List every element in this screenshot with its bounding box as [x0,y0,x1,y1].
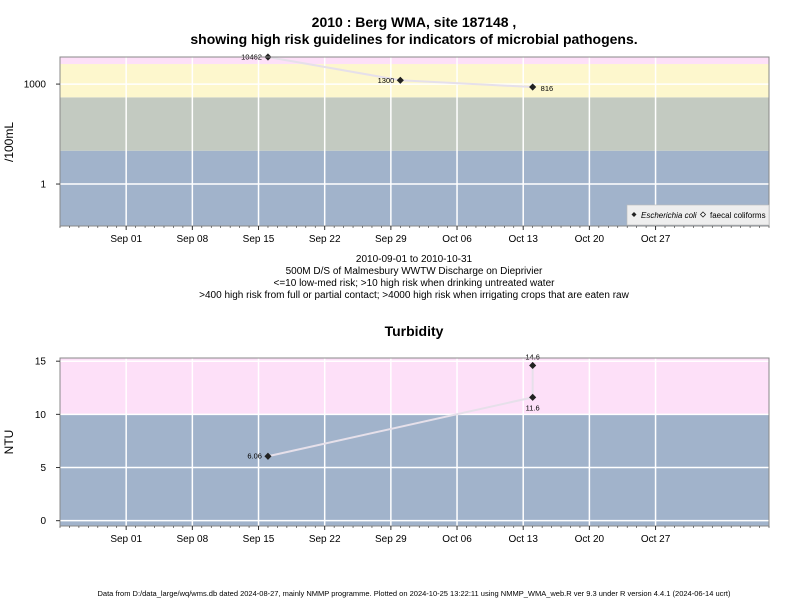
x-tick-label: Sep 15 [243,534,275,545]
data-point [529,361,537,370]
chart2-grid [60,358,769,526]
x-tick-label: Sep 08 [176,234,208,245]
x-tick-label: Sep 08 [176,534,208,545]
x-tick-label: Sep 15 [243,234,275,245]
caption-date-range: 2010-09-01 to 2010-10-31 [356,254,473,265]
caption-drinking-guideline: <=10 low-med risk; >10 high risk when dr… [274,278,556,289]
chart2-y-axis-title: NTU [2,430,16,455]
chart1-legend: Escherichia coli faecal coliforms [626,204,770,226]
x-tick-label: Oct 20 [575,234,605,245]
y-tick-label: 0 [40,516,46,527]
chart2-title: Turbidity [385,323,444,339]
footer-note: Data from D:/data_large/wq/wms.db dated … [98,589,731,598]
chart2-plot-frame [59,357,770,527]
x-tick-label: Oct 13 [508,234,538,245]
data-label: 816 [541,84,554,93]
x-tick-label: Oct 06 [442,234,472,245]
legend-box [626,204,770,226]
x-tick-label: Sep 01 [110,534,142,545]
chart1-y-axis-title: /100mL [2,122,16,162]
x-tick-label: Oct 27 [641,534,671,545]
series-line [267,396,533,458]
risk-band [60,97,769,151]
x-tick-label: Sep 29 [375,534,407,545]
chart1-axes: Sep 01 Sep 08 Sep 15 Sep 22 Sep 29 Oct 06 Oct … [24,80,770,245]
chart1-title-line1: 2010 : Berg WMA, site 187148 , [312,14,517,30]
x-tick-label: Sep 22 [309,534,341,545]
legend-filled-diamond-icon [631,212,637,217]
chart1-grid [60,57,769,226]
caption-site-description: 500M D/S of Malmesbury WWTW Discharge on… [286,266,543,277]
data-label: 14.6 [525,352,540,361]
data-point [396,76,404,84]
y-tick-label: 1 [40,180,46,191]
caption-contact-guideline: >400 high risk from full or partial cont… [199,290,629,301]
data-point [264,452,272,460]
legend-open-diamond-icon [699,211,707,218]
chart2-series: 6.06 11.6 14.6 [247,352,540,460]
x-tick-label: Sep 29 [375,234,407,245]
chart1-risk-bands [60,57,769,226]
chart2-axes: Sep 01 Sep 08 Sep 15 Sep 22 Sep 29 Oct 06 Oct … [35,357,770,545]
risk-band [60,57,769,65]
chart1-plot-frame [59,56,770,227]
data-point [529,393,537,401]
risk-band [60,358,769,415]
x-tick-label: Sep 22 [309,234,341,245]
risk-band [60,414,769,526]
legend-faecal-label: faecal coliforms [710,211,766,220]
y-tick-label: 15 [35,357,47,368]
chart1-title-line2: showing high risk guidelines for indicat… [190,31,637,47]
x-tick-label: Oct 20 [575,534,605,545]
chart2-risk-bands [60,358,769,526]
x-tick-label: Oct 06 [442,534,472,545]
data-label: 6.06 [247,452,262,461]
y-tick-label: 10 [35,410,47,421]
data-label: 1300 [378,76,395,85]
legend-ecoli-label: Escherichia coli [641,211,697,220]
x-tick-label: Oct 13 [508,534,538,545]
y-tick-label: 1000 [24,80,47,91]
data-label: 11.6 [526,403,540,412]
x-tick-label: Sep 01 [110,234,142,245]
y-tick-label: 5 [40,463,46,474]
data-point [529,83,537,91]
x-tick-label: Oct 27 [641,234,671,245]
